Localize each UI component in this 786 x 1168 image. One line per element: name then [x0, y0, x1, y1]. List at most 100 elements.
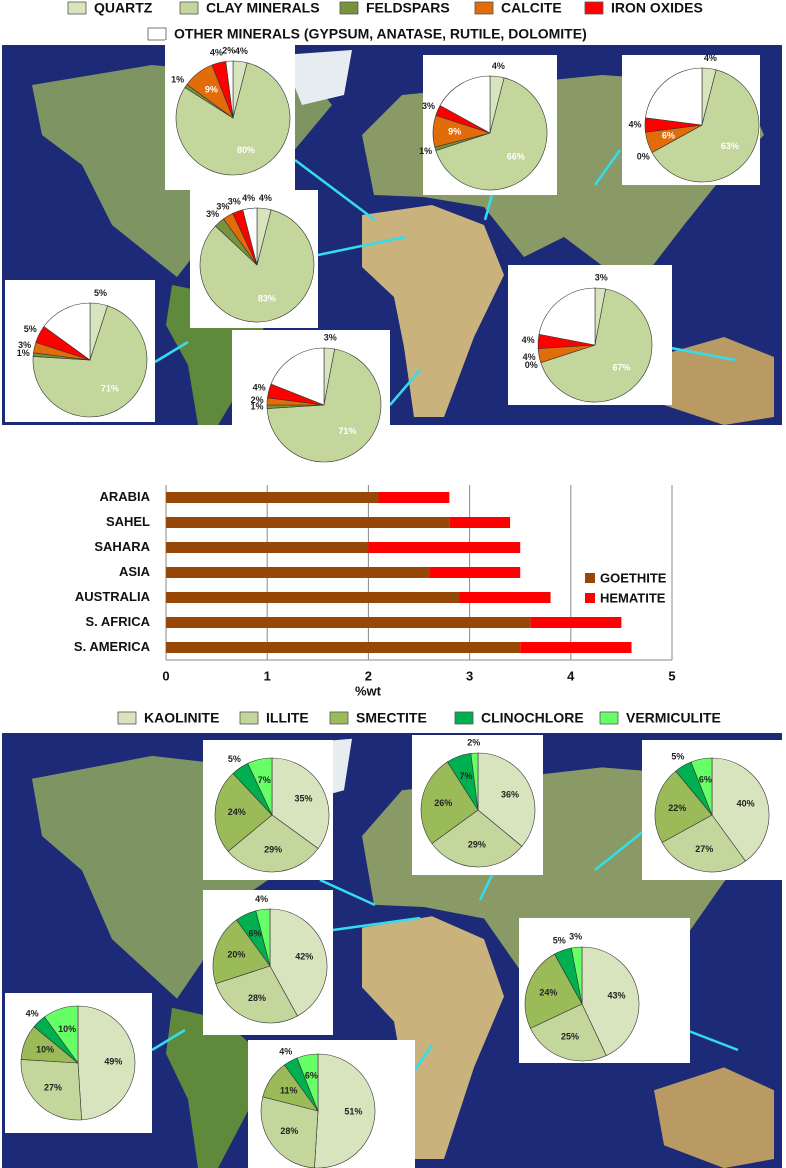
pie-slice	[175, 62, 291, 176]
pie-label: 4%	[210, 47, 223, 57]
bar-segment	[166, 492, 379, 503]
legend-swatch	[147, 27, 167, 41]
pie-label: 7%	[460, 771, 473, 781]
x-tick-label: 0	[162, 668, 169, 683]
pie-slice	[540, 288, 653, 403]
pie: 4% 66% 1% 9% 3% 17%	[419, 55, 557, 195]
pie-label: 6%	[662, 130, 675, 140]
pie-label: 23%	[670, 93, 688, 103]
pie: 51% 28% 11% 4% 6%	[248, 1040, 415, 1168]
pie-slice	[212, 919, 271, 984]
pie-label: 17%	[463, 97, 481, 107]
legend-label: CLINOCHLORE	[481, 710, 584, 726]
pie-label: 3%	[216, 202, 229, 212]
pie-label: 3%	[206, 209, 219, 219]
x-axis-label: %wt	[355, 683, 382, 698]
x-tick-label: 4	[567, 668, 575, 683]
pie-slice	[242, 207, 258, 266]
pie-label: 22%	[668, 803, 686, 813]
pie-slice	[524, 953, 583, 1029]
pie-slice	[314, 1053, 376, 1168]
bar-segment	[520, 642, 632, 653]
pie-label: 15%	[65, 323, 83, 333]
pie-label: 1%	[17, 348, 30, 358]
pie: 4% 63% 0% 6% 4% 23%	[622, 53, 760, 185]
pie-slice	[431, 809, 523, 868]
pie-label: 29%	[468, 840, 486, 850]
pie-slice	[255, 908, 271, 967]
pie-slice	[269, 908, 328, 1017]
pie-label: 4%	[235, 46, 248, 56]
legend-label: IRON OXIDES	[611, 0, 703, 16]
y-tick-label: ASIA	[119, 564, 151, 579]
pie-label: 28%	[248, 993, 266, 1003]
pie-label: 19%	[295, 370, 313, 380]
y-tick-label: SAHEL	[106, 514, 150, 529]
legend-label: VERMICULITE	[626, 710, 721, 726]
bar-segment	[166, 617, 531, 628]
legend-swatch	[339, 1, 359, 15]
pie-label: 4%	[26, 1009, 39, 1019]
pie-slice	[260, 1096, 319, 1168]
pie-label: 10%	[36, 1044, 54, 1054]
pie-label: 28%	[280, 1126, 298, 1136]
pie-label: 4%	[522, 335, 535, 345]
pie-label: 71%	[101, 384, 119, 394]
pie-label: 1%	[251, 401, 264, 411]
pie-label: 0%	[525, 360, 538, 370]
pie: 4% 80% 1% 9% 4% 2%	[165, 40, 295, 190]
pie-slice	[271, 757, 330, 849]
legend-label: ILLITE	[266, 710, 309, 726]
y-tick-label: S. AFRICA	[85, 614, 150, 629]
bar-segment	[166, 592, 460, 603]
y-tick-label: ARABIA	[99, 489, 150, 504]
pie-label: 35%	[294, 793, 312, 803]
pie-slice	[581, 946, 640, 1056]
pie-slice	[435, 77, 548, 191]
pie-label: 66%	[507, 152, 525, 162]
pie-label: 20%	[227, 949, 245, 959]
pie-label: 5%	[94, 288, 107, 298]
pie-label: 9%	[448, 126, 461, 136]
pie-label: 67%	[613, 363, 631, 373]
pie-slice	[711, 757, 770, 862]
pie-label: 5%	[671, 752, 684, 762]
pie-slice	[44, 1005, 79, 1064]
legend-swatch	[179, 1, 199, 15]
pie-label: 22%	[563, 312, 581, 322]
pie-label: 5%	[24, 324, 37, 334]
legend-swatch	[599, 711, 619, 725]
pie-slice	[530, 1003, 607, 1062]
legend-label: KAOLINITE	[144, 710, 219, 726]
pie-label: 4%	[704, 53, 717, 63]
pie-label: 80%	[237, 145, 255, 155]
pie-slice	[225, 60, 234, 119]
legend-label: QUARTZ	[94, 0, 153, 16]
pie-label: 7%	[258, 775, 271, 785]
pie-slice	[296, 1053, 319, 1112]
pie-label: 40%	[737, 798, 755, 808]
bar-segment	[449, 517, 511, 528]
pie-slice	[20, 1059, 82, 1121]
pie-label: 63%	[721, 141, 739, 151]
legend-swatch	[454, 711, 474, 725]
pie-slice	[266, 348, 382, 463]
x-tick-label: 3	[466, 668, 473, 683]
pie: 3% 71% 1%2% 4% 19%	[232, 330, 390, 463]
pie-label: 42%	[295, 952, 313, 962]
legend-swatch	[474, 1, 494, 15]
pie-label: 3%	[569, 932, 582, 942]
pie-slice	[645, 67, 703, 126]
pie-label: 10%	[58, 1024, 76, 1034]
pie-label: 3%	[422, 101, 435, 111]
pie-label: 2%	[467, 738, 480, 748]
y-tick-label: SAHARA	[94, 539, 150, 554]
pie-slice	[690, 757, 713, 816]
pie-slice	[538, 287, 596, 346]
pie-label: 4%	[628, 119, 641, 129]
pie-slice	[214, 773, 273, 852]
pie-label: 5%	[553, 935, 566, 945]
pie: 35% 29% 24% 5% 7%	[203, 740, 333, 880]
pie-label: 0%	[637, 152, 650, 162]
